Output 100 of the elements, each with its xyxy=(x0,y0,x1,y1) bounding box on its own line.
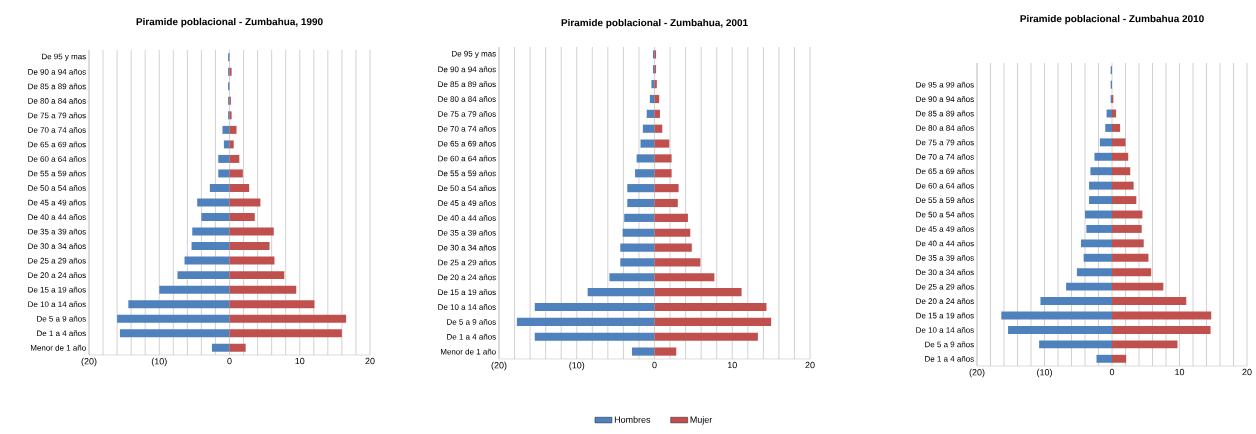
bar xyxy=(229,343,246,352)
bar xyxy=(654,198,678,208)
x-tick-label: (10) xyxy=(569,361,585,371)
bar xyxy=(1089,196,1113,205)
bar xyxy=(184,256,230,265)
bar xyxy=(159,285,230,294)
bar xyxy=(654,169,672,178)
bar xyxy=(1112,152,1129,161)
bar xyxy=(128,300,230,309)
bar xyxy=(654,302,767,312)
bar xyxy=(1112,354,1127,363)
bar xyxy=(636,154,655,163)
bar xyxy=(229,169,243,178)
bar xyxy=(1112,340,1178,349)
bar xyxy=(654,213,688,222)
bar xyxy=(1080,239,1113,248)
bar xyxy=(1008,325,1113,334)
bar xyxy=(654,258,701,267)
x-tick-label: 20 xyxy=(365,357,375,365)
bar xyxy=(229,329,342,338)
bar xyxy=(654,288,742,297)
bar xyxy=(1112,181,1134,190)
bar xyxy=(1112,297,1187,306)
x-tick-label: 10 xyxy=(295,357,305,365)
bar xyxy=(654,109,660,118)
bar xyxy=(1112,325,1211,334)
bar xyxy=(1076,268,1113,277)
bar xyxy=(1089,181,1113,190)
bar xyxy=(631,347,655,356)
bar xyxy=(1112,138,1126,147)
bar xyxy=(1096,354,1113,363)
bar xyxy=(229,256,275,265)
bar xyxy=(223,140,230,149)
bar xyxy=(620,243,655,252)
bar xyxy=(534,302,655,312)
bar xyxy=(1112,167,1131,176)
bar xyxy=(622,228,655,237)
bar xyxy=(1112,224,1142,233)
bar xyxy=(1066,282,1113,291)
bar xyxy=(1112,253,1149,262)
bar xyxy=(642,124,655,133)
bar xyxy=(117,314,230,323)
bar xyxy=(229,227,274,236)
legend-label: Mujer xyxy=(690,416,713,425)
bar xyxy=(229,125,237,134)
bar xyxy=(1083,253,1113,262)
x-tick-label: 10 xyxy=(1175,368,1185,376)
bar xyxy=(229,285,297,294)
bar xyxy=(197,198,230,207)
bar xyxy=(654,184,679,193)
chart-title: Piramide poblacional - Zumbahua, 1990 xyxy=(136,17,323,28)
bar xyxy=(177,271,230,280)
bar xyxy=(229,213,255,222)
bar xyxy=(654,273,715,282)
bar xyxy=(627,184,655,193)
bar xyxy=(516,317,655,326)
bar xyxy=(1039,340,1113,349)
bar xyxy=(624,213,655,222)
bar xyxy=(1112,196,1137,205)
x-tick-label: 20 xyxy=(805,361,815,369)
bar xyxy=(1099,138,1113,147)
bar xyxy=(229,271,285,280)
bar xyxy=(1040,297,1113,306)
bar xyxy=(1112,268,1152,277)
bar xyxy=(119,329,230,338)
x-tick-label: (10) xyxy=(151,357,167,367)
bar xyxy=(1094,152,1113,161)
bar xyxy=(587,288,655,297)
x-tick-label: 0 xyxy=(227,357,232,365)
bar xyxy=(1105,123,1113,132)
x-tick-label: (20) xyxy=(969,368,985,378)
bar xyxy=(1112,239,1144,248)
bar xyxy=(229,300,315,309)
x-tick-label: 10 xyxy=(727,361,737,369)
bar xyxy=(222,125,230,134)
bar xyxy=(1090,167,1113,176)
bar xyxy=(201,213,230,222)
bar xyxy=(209,183,230,192)
x-tick-label: 20 xyxy=(1242,368,1252,376)
bar xyxy=(620,258,655,267)
bar xyxy=(229,183,250,192)
x-tick-label: (20) xyxy=(491,361,507,371)
bar xyxy=(229,140,234,149)
bar xyxy=(640,139,655,148)
x-tick-label: 0 xyxy=(1109,368,1115,376)
bar xyxy=(654,154,672,163)
bar xyxy=(191,242,230,251)
chart-title: Piramide poblacional - Zumbahua 2010 xyxy=(1020,14,1204,25)
x-tick-label: 0 xyxy=(652,361,657,369)
bar xyxy=(534,332,655,341)
bar xyxy=(649,94,655,104)
bar xyxy=(635,169,655,178)
bar xyxy=(229,314,347,323)
x-tick-label: (20) xyxy=(81,357,97,367)
bar xyxy=(654,139,670,148)
x-tick-label: (10) xyxy=(1037,368,1052,378)
bar xyxy=(218,169,230,178)
chart-title: Piramide poblacional - Zumbahua, 2001 xyxy=(561,18,748,29)
bar xyxy=(654,243,692,252)
bar xyxy=(654,347,677,356)
